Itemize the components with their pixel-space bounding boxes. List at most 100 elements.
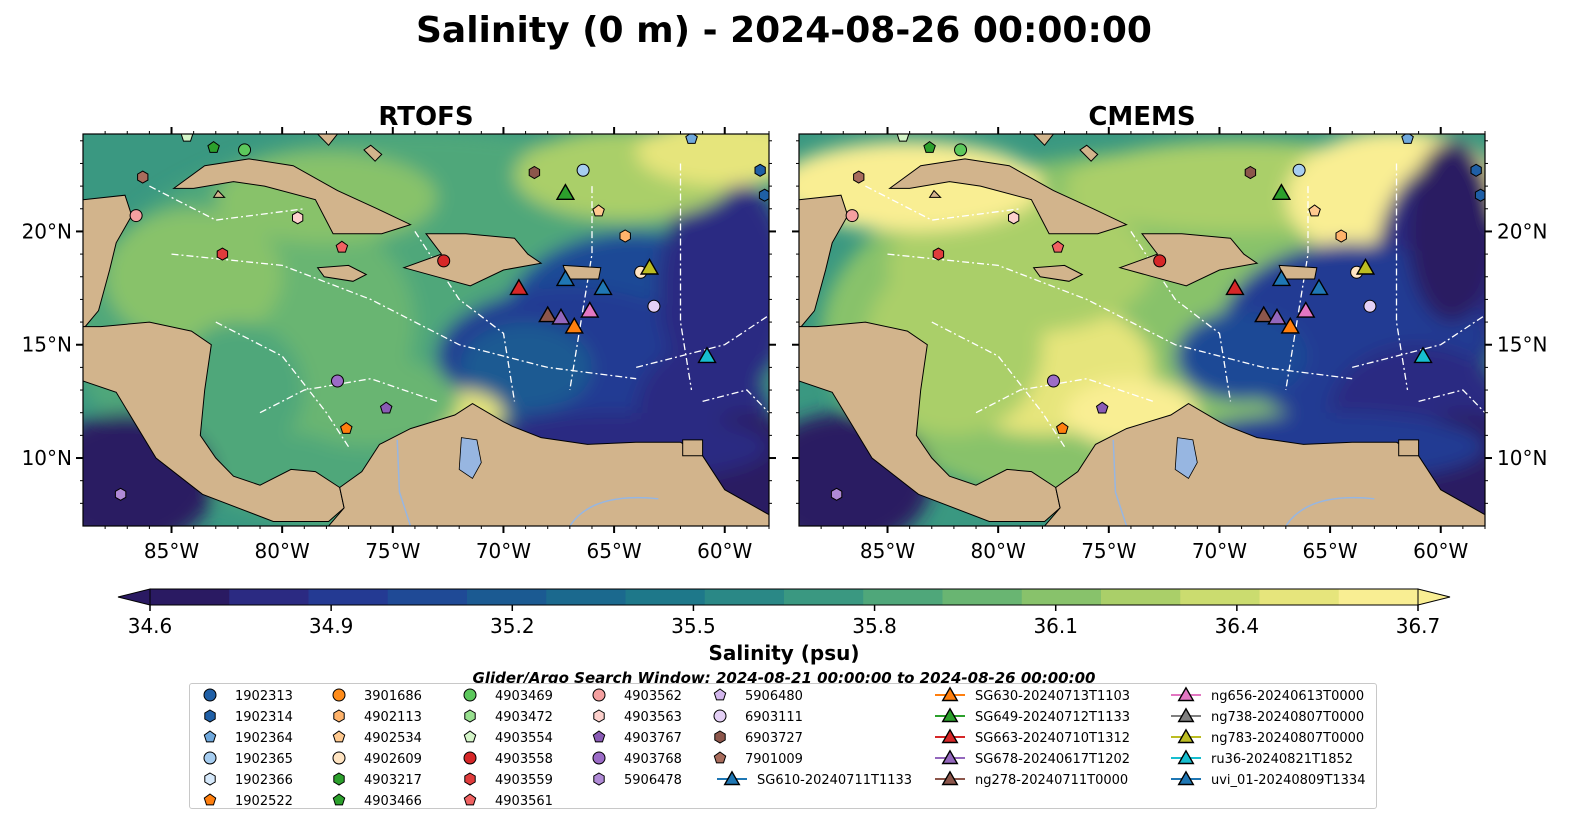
eez-line bbox=[569, 186, 593, 391]
legend-label: SG678-20240617T1202 bbox=[975, 752, 1130, 767]
legend-entry: 6903727 bbox=[714, 730, 803, 746]
observation-marker bbox=[1401, 134, 1414, 144]
land-southAm bbox=[327, 403, 769, 526]
legend-label: 6903111 bbox=[745, 710, 803, 725]
land-trinidad bbox=[682, 439, 704, 457]
colorbar-tick-label: 34.9 bbox=[309, 614, 354, 638]
legend-label: 4903767 bbox=[624, 731, 682, 746]
colorbar-segment bbox=[467, 589, 547, 605]
legend-entry: ng656-20240613T0000 bbox=[1171, 686, 1364, 704]
observation-marker bbox=[340, 421, 353, 434]
observation-marker bbox=[538, 305, 558, 323]
land-hispaniola bbox=[1118, 233, 1259, 287]
observation-marker bbox=[1271, 183, 1292, 201]
legend-entry: SG663-20240710T1312 bbox=[935, 728, 1130, 746]
land bbox=[799, 134, 1485, 526]
eez-line bbox=[1285, 186, 1309, 391]
colorbar-tick-label: 34.6 bbox=[128, 614, 173, 638]
legend: 1902313 1902314 1902364 1902365 1902366 19025… bbox=[189, 683, 1377, 809]
observation-marker bbox=[379, 401, 393, 414]
legend-label: ru36-20240821T1852 bbox=[1211, 752, 1353, 767]
colorbar-segment bbox=[1101, 589, 1181, 605]
legend-label: 4903768 bbox=[624, 752, 682, 767]
legend-entry: uvi_01-20240809T1334 bbox=[1171, 770, 1365, 788]
legend-marker-icon bbox=[714, 730, 726, 744]
legend-entry: 4902113 bbox=[333, 709, 422, 725]
legend-entry: 4903558 bbox=[463, 751, 553, 767]
lat-tick-label-right: 15°N bbox=[1497, 333, 1547, 357]
observation-marker bbox=[551, 307, 571, 325]
eez-line bbox=[887, 253, 1353, 380]
panel-title-cmems: CMEMS bbox=[1088, 102, 1195, 132]
eez-line bbox=[702, 389, 769, 414]
observation-markers bbox=[830, 134, 1485, 501]
legend-marker-icon bbox=[464, 709, 476, 723]
lat-tick-label-left: 10°N bbox=[22, 446, 72, 470]
legend-entry: 6903111 bbox=[713, 709, 803, 725]
legend-entry: 4902609 bbox=[332, 751, 422, 767]
observation-marker bbox=[564, 316, 584, 334]
legend-entry: 7901009 bbox=[713, 751, 803, 767]
legend-entry: 1902365 bbox=[203, 751, 293, 767]
legend-marker-icon bbox=[463, 688, 477, 702]
legend-marker-icon bbox=[1177, 686, 1195, 702]
land-trinidad bbox=[1398, 439, 1420, 457]
legend-entry: 4903217 bbox=[333, 772, 422, 788]
legend-label: SG649-20240712T1133 bbox=[975, 710, 1130, 725]
map-frame bbox=[82, 133, 770, 527]
legend-label: 5906478 bbox=[624, 773, 682, 788]
observation-marker bbox=[1051, 240, 1065, 253]
observation-marker bbox=[1335, 229, 1347, 243]
legend-label: ng656-20240613T0000 bbox=[1211, 689, 1364, 704]
map-axes: 85°W 80°W 75°W 70°W 65°W 60°W 85°W 80°W 75°W 70°W… bbox=[22, 127, 1547, 563]
colorbar-segment bbox=[308, 589, 389, 605]
colorbar-segment bbox=[1021, 589, 1102, 605]
observation-marker bbox=[1267, 307, 1287, 325]
legend-entry: ng738-20240807T0000 bbox=[1171, 707, 1364, 725]
observation-marker bbox=[114, 487, 127, 501]
legend-label: 1902366 bbox=[235, 773, 293, 788]
legend-label: 1902522 bbox=[235, 794, 293, 809]
legend-marker-icon bbox=[1177, 770, 1195, 786]
lon-tick-label: 70°W bbox=[476, 539, 531, 563]
colorbar-segment bbox=[546, 589, 627, 605]
colorbar-tick-label: 36.7 bbox=[1396, 614, 1441, 638]
colorbar-segment bbox=[784, 589, 864, 605]
salinity-patch bbox=[658, 174, 769, 402]
legend-marker-icon bbox=[463, 793, 477, 806]
legend-label: 4903472 bbox=[495, 710, 553, 725]
observation-marker bbox=[932, 247, 945, 261]
colorbar-segment bbox=[150, 589, 230, 605]
legend-entry: 1902314 bbox=[204, 709, 293, 725]
figure-title: Salinity (0 m) - 2024-08-26 00:00:00 bbox=[416, 10, 1152, 51]
salinity-patch bbox=[459, 322, 592, 413]
land-bahamas2 bbox=[363, 144, 383, 162]
legend-label: 5906480 bbox=[745, 689, 803, 704]
observation-marker bbox=[207, 140, 220, 153]
eez-line bbox=[679, 163, 693, 391]
lon-tick-label: 85°W bbox=[144, 539, 199, 563]
eez-line bbox=[636, 314, 769, 369]
eez-line bbox=[1395, 163, 1409, 391]
legend-entry: 4903767 bbox=[592, 730, 682, 746]
legend-entry: ng783-20240807T0000 bbox=[1171, 728, 1364, 746]
legend-label: 4903469 bbox=[495, 689, 553, 704]
lon-tick-label: 70°W bbox=[1192, 539, 1247, 563]
observation-marker bbox=[509, 278, 529, 296]
legend-label: 1902313 bbox=[235, 689, 293, 704]
legend-marker-icon bbox=[333, 709, 345, 723]
legend-entry: SG678-20240617T1202 bbox=[935, 749, 1130, 767]
legend-entry: 4903472 bbox=[464, 709, 553, 725]
observation-marker bbox=[330, 374, 344, 388]
observation-marker bbox=[1413, 346, 1433, 364]
observation-marker bbox=[180, 134, 194, 142]
legend-label: 4903466 bbox=[364, 794, 422, 809]
legend-marker-icon bbox=[592, 751, 606, 765]
legend-label: SG630-20240713T1103 bbox=[975, 689, 1130, 704]
legend-marker-icon bbox=[203, 730, 217, 743]
legend-marker-icon bbox=[1177, 728, 1195, 744]
legend-entry: 4903466 bbox=[332, 793, 422, 809]
observation-marker bbox=[697, 346, 717, 364]
legend-entry: 4903559 bbox=[464, 772, 553, 788]
